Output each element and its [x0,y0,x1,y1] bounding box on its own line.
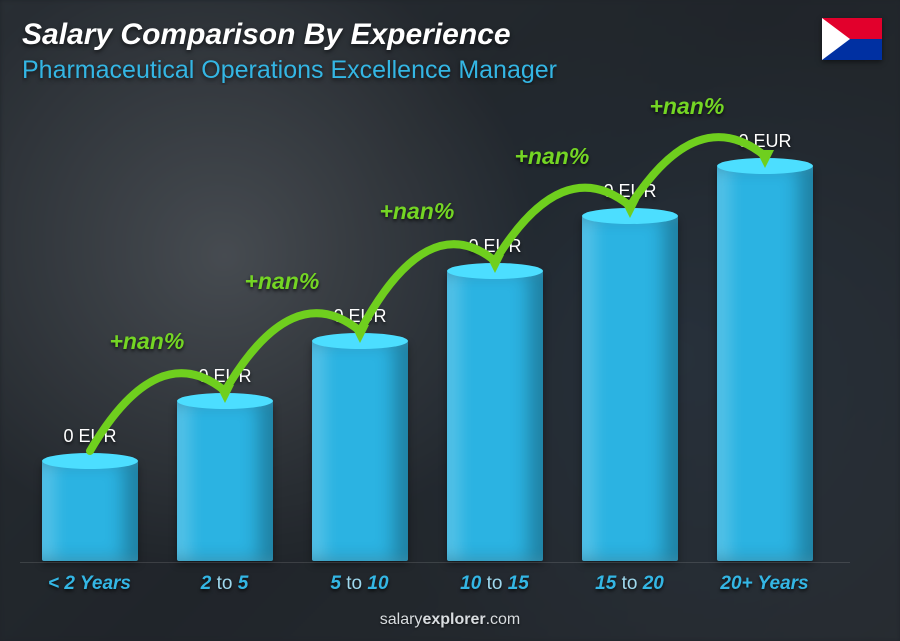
footer-attribution: salaryexplorer.com [0,611,900,629]
delta-label-2: +nan% [245,268,320,295]
chart-area: 0 EUR< 2 Years0 EUR2 to 5 +nan% 0 EUR5 to … [30,111,840,561]
bar-label-4: 15 to 20 [562,573,697,595]
bar-group-1: 0 EUR2 to 5 [165,401,285,561]
bar-top-5 [717,158,813,174]
bar-group-5: 0 EUR20+ Years [705,166,825,561]
bar-value-5: 0 EUR [705,131,825,152]
chart-title: Salary Comparison By Experience [22,18,511,52]
chart-baseline [20,562,850,563]
bar-group-4: 0 EUR15 to 20 [570,216,690,561]
content-root: Salary Comparison By Experience Pharmace… [0,0,900,641]
delta-label-4: +nan% [515,143,590,170]
footer-bold: explorer [422,611,485,628]
bar-5 [717,166,813,561]
bar-group-3: 0 EUR10 to 15 [435,271,555,561]
bar-value-1: 0 EUR [165,366,285,387]
bar-top-1 [177,393,273,409]
bar-label-3: 10 to 15 [427,573,562,595]
bar-label-0: < 2 Years [22,573,157,595]
bar-value-2: 0 EUR [300,306,420,327]
delta-label-5: +nan% [650,93,725,120]
bar-top-0 [42,453,138,469]
bar-group-0: 0 EUR< 2 Years [30,461,150,561]
bar-0 [42,461,138,561]
delta-label-1: +nan% [110,328,185,355]
bar-3 [447,271,543,561]
chart-subtitle: Pharmaceutical Operations Excellence Man… [22,56,557,85]
footer-prefix: salary [380,611,423,628]
flag-icon [822,18,882,60]
delta-label-3: +nan% [380,198,455,225]
bar-value-0: 0 EUR [30,426,150,447]
bar-value-4: 0 EUR [570,181,690,202]
bar-4 [582,216,678,561]
bar-group-2: 0 EUR5 to 10 [300,341,420,561]
bar-2 [312,341,408,561]
bar-label-1: 2 to 5 [157,573,292,595]
bar-label-5: 20+ Years [697,573,832,595]
flag-triangle [822,18,850,60]
bar-top-2 [312,333,408,349]
bar-value-3: 0 EUR [435,236,555,257]
bar-label-2: 5 to 10 [292,573,427,595]
bar-top-3 [447,263,543,279]
bar-top-4 [582,208,678,224]
footer-suffix: .com [486,611,521,628]
bar-1 [177,401,273,561]
